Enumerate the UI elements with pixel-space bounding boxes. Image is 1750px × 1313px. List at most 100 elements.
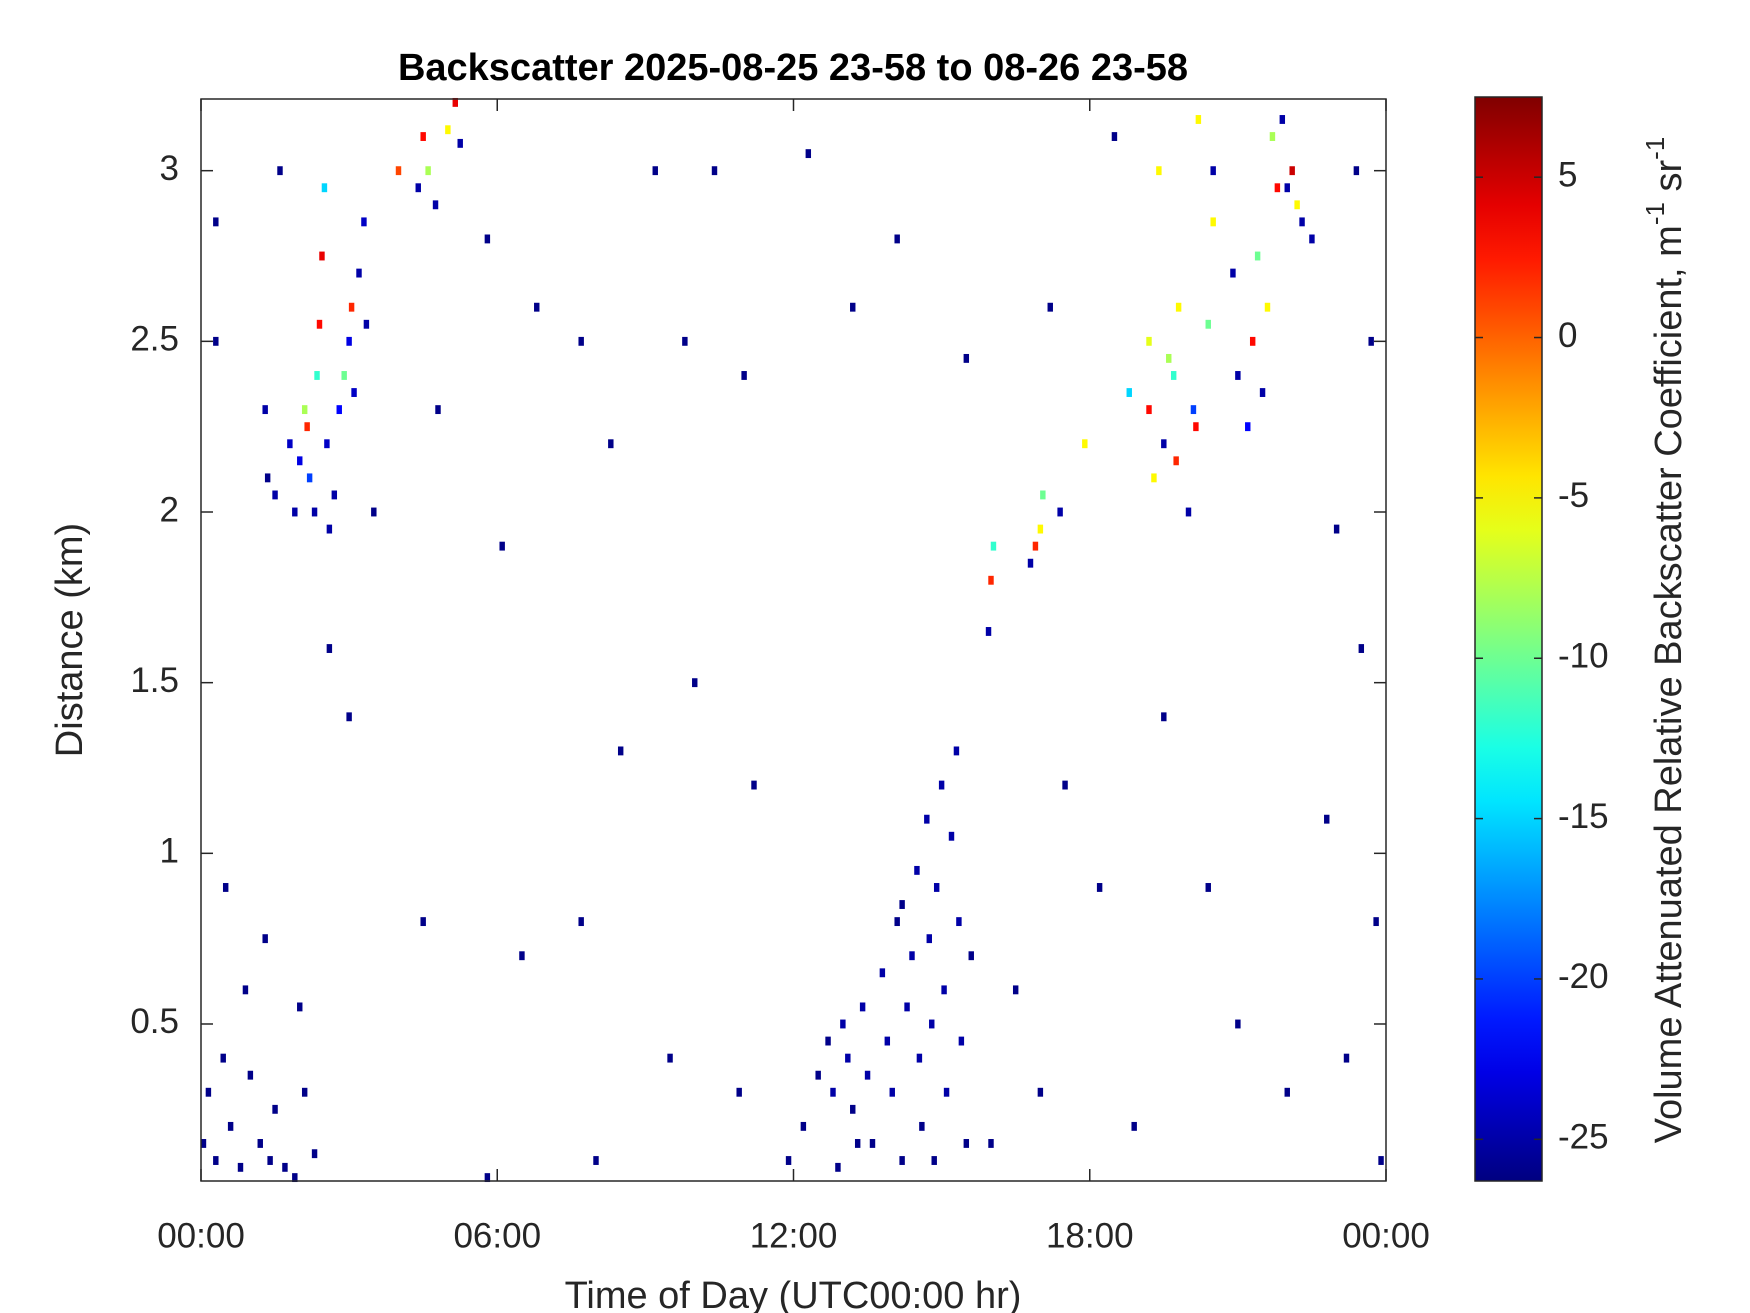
- x-axis-label: Time of Day (UTC00:00 hr): [565, 1275, 1022, 1313]
- heatmap-cell: [924, 814, 930, 824]
- heatmap-cell: [351, 388, 357, 397]
- heatmap-cell: [321, 183, 328, 193]
- x-tick-label: 06:00: [453, 1216, 541, 1255]
- heatmap-cell: [938, 780, 945, 790]
- heatmap-cell: [306, 473, 313, 483]
- heatmap-cell: [272, 490, 278, 500]
- heatmap-cell: [869, 1139, 876, 1148]
- heatmap-cell: [484, 234, 491, 244]
- y-axis-label: Distance (km): [49, 523, 91, 757]
- heatmap-cell: [850, 1104, 856, 1114]
- colorbar-frame: [1474, 96, 1543, 1182]
- heatmap-cell: [825, 1036, 831, 1046]
- heatmap-cell: [933, 883, 940, 892]
- colorbar-tick-label: 0: [1558, 316, 1577, 355]
- heatmap-cell: [1082, 439, 1088, 449]
- heatmap-cell: [237, 1162, 244, 1172]
- heatmap-cell: [958, 1036, 965, 1046]
- heatmap-cell: [956, 917, 962, 927]
- heatmap-cell: [963, 1139, 970, 1148]
- heatmap-cell: [578, 917, 584, 927]
- heatmap-cell: [1284, 1087, 1290, 1097]
- heatmap-cell: [257, 1139, 263, 1148]
- colorbar-label: Volume Attenuated Relative Backscatter C…: [1640, 137, 1690, 1144]
- heatmap-cell: [415, 183, 421, 193]
- heatmap-cell: [914, 865, 920, 875]
- heatmap-cell: [213, 217, 219, 227]
- heatmap-cell: [963, 353, 970, 363]
- heatmap-cell: [1378, 1156, 1384, 1165]
- heatmap-cell: [200, 1139, 207, 1148]
- heatmap-cell: [311, 507, 318, 517]
- heatmap-cell: [736, 1087, 742, 1097]
- heatmap-cell: [617, 746, 624, 756]
- heatmap-cell: [1173, 456, 1179, 466]
- colorbar-label-sup: -1: [1640, 137, 1670, 160]
- heatmap-cell: [534, 302, 540, 312]
- heatmap-cell: [805, 149, 812, 159]
- heatmap-cell: [894, 917, 900, 927]
- colorbar-tick-label: -15: [1558, 797, 1609, 836]
- heatmap-cell: [1343, 1053, 1350, 1063]
- heatmap-cell: [1037, 524, 1044, 534]
- heatmap-cell: [652, 166, 658, 176]
- heatmap-cell: [1161, 439, 1167, 449]
- heatmap-cell: [1264, 302, 1271, 312]
- heatmap-cell: [835, 1162, 841, 1172]
- heatmap-cell: [904, 1002, 910, 1012]
- heatmap-cell: [262, 934, 268, 944]
- heatmap-cell: [1131, 1121, 1137, 1131]
- heatmap-cell: [899, 1156, 905, 1165]
- heatmap-cell: [1057, 507, 1063, 517]
- heatmap-cell: [850, 302, 856, 312]
- heatmap-cell: [1235, 371, 1241, 380]
- heatmap-cell: [916, 1053, 923, 1063]
- heatmap-cell: [593, 1156, 599, 1165]
- heatmap-cell: [363, 319, 370, 329]
- y-tick-label: 1: [160, 832, 179, 871]
- heatmap-cell: [1235, 1019, 1241, 1029]
- heatmap-cell: [1012, 985, 1019, 995]
- heatmap-cell: [247, 1070, 254, 1080]
- heatmap-cell: [213, 336, 219, 346]
- y-tick-label: 2: [160, 490, 179, 529]
- heatmap-cell: [1027, 558, 1034, 568]
- heatmap-cell: [1284, 183, 1290, 193]
- colorbar-tick-label: -20: [1558, 957, 1609, 996]
- heatmap-cell: [1269, 132, 1276, 141]
- heatmap-cell: [929, 1019, 935, 1029]
- x-tick-label: 00:00: [157, 1216, 245, 1255]
- heatmap-cell: [432, 200, 439, 210]
- heatmap-cell: [220, 1053, 226, 1063]
- heatmap-cell: [990, 541, 997, 551]
- heatmap-cell: [1254, 251, 1261, 261]
- heatmap-cell: [1309, 234, 1315, 244]
- heatmap-cell: [1324, 814, 1330, 824]
- heatmap-cell: [484, 1173, 491, 1183]
- heatmap-cell: [1195, 115, 1202, 124]
- heatmap-cell: [1249, 336, 1256, 346]
- heatmap-cell: [859, 1002, 866, 1012]
- heatmap-cell: [1279, 115, 1286, 124]
- heatmap-cell: [420, 132, 426, 141]
- heatmap-cell: [1245, 422, 1251, 432]
- heatmap-cell: [341, 371, 347, 380]
- chart-title: Backscatter 2025-08-25 23-58 to 08-26 23…: [398, 47, 1188, 89]
- heatmap-cell: [1161, 712, 1167, 722]
- heatmap-cell: [667, 1053, 673, 1063]
- y-tick-label: 1.5: [130, 661, 179, 700]
- heatmap-cell: [457, 138, 463, 148]
- heatmap-cell: [711, 166, 718, 176]
- colorbar-tick-label: -5: [1558, 476, 1589, 515]
- heatmap-cell: [1230, 268, 1236, 278]
- heatmap-cell: [297, 1002, 303, 1012]
- heatmap-cell: [988, 575, 994, 585]
- heatmap-cell: [899, 900, 905, 909]
- heatmap-cell: [314, 371, 320, 380]
- heatmap-cell: [741, 371, 747, 380]
- heatmap-cell: [519, 951, 525, 961]
- heatmap-cell: [1151, 473, 1157, 483]
- heatmap-cell: [1170, 371, 1177, 380]
- heatmap-cell: [1358, 644, 1365, 653]
- heatmap-cell: [578, 336, 584, 346]
